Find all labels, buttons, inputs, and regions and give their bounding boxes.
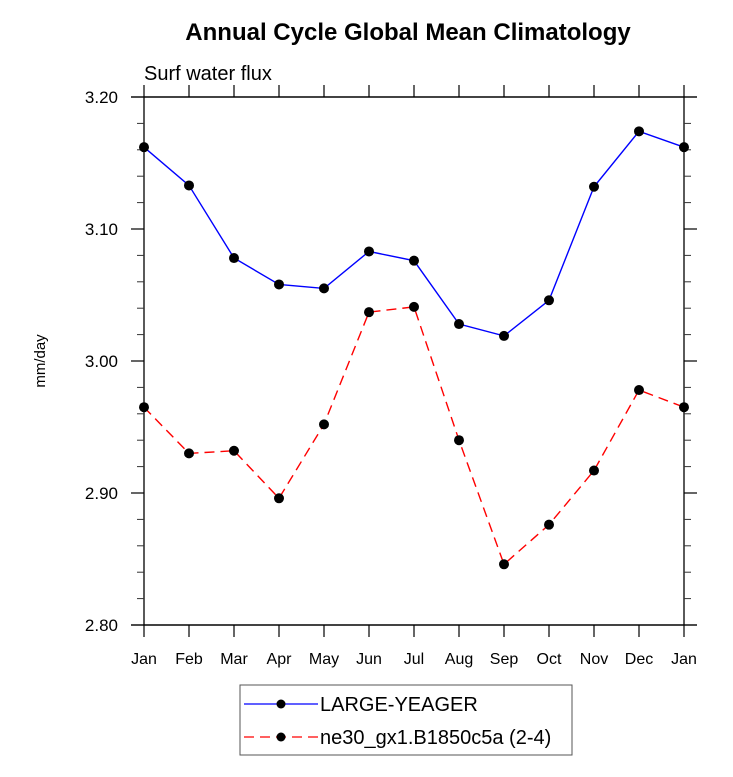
series-layer (139, 126, 689, 570)
data-point-large-yeager (454, 319, 464, 330)
data-point-ne30-gx1-b1850c5a-2-4 (499, 559, 509, 570)
y-tick-label: 3.10 (85, 220, 118, 239)
data-point-large-yeager (229, 253, 239, 264)
x-tick-label: Nov (580, 651, 608, 668)
legend-box (239, 684, 573, 756)
x-tick-label: Mar (220, 651, 248, 668)
legend-label-large-yeager: LARGE-YEAGER (320, 694, 478, 716)
series-line-ne30-gx1-b1850c5a-2-4 (143, 306, 685, 566)
x-tick-label: Dec (625, 651, 653, 668)
x-tick-label: Jun (356, 651, 382, 668)
data-point-ne30-gx1-b1850c5a-2-4 (139, 402, 149, 413)
x-tick-label: Jul (404, 651, 424, 668)
data-point-ne30-gx1-b1850c5a-2-4 (274, 493, 284, 504)
data-point-ne30-gx1-b1850c5a-2-4 (679, 402, 689, 413)
data-point-large-yeager (544, 295, 554, 306)
x-tick-label: Aug (445, 651, 473, 668)
x-tick-label: May (309, 651, 339, 668)
y-tick-label: 2.80 (85, 616, 118, 635)
data-point-large-yeager (589, 181, 599, 192)
x-tick-label: Sep (490, 651, 519, 668)
data-point-large-yeager (409, 255, 419, 266)
data-point-large-yeager (184, 180, 194, 191)
y-tick-label: 3.00 (85, 352, 118, 371)
data-point-large-yeager (139, 142, 149, 153)
data-point-large-yeager (364, 246, 374, 257)
legend: LARGE-YEAGER ne30_gx1.B1850c5a (2-4) (239, 684, 573, 756)
data-point-ne30-gx1-b1850c5a-2-4 (589, 465, 599, 476)
legend-marker-large-yeager (276, 699, 286, 709)
chart-subtitle: Surf water flux (144, 63, 272, 85)
chart-title: Annual Cycle Global Mean Climatology (185, 19, 631, 46)
data-point-ne30-gx1-b1850c5a-2-4 (634, 385, 644, 396)
data-point-ne30-gx1-b1850c5a-2-4 (229, 445, 239, 456)
data-point-ne30-gx1-b1850c5a-2-4 (409, 301, 419, 312)
data-point-large-yeager (319, 283, 329, 294)
data-point-large-yeager (679, 142, 689, 153)
data-point-ne30-gx1-b1850c5a-2-4 (319, 419, 329, 430)
x-tick-label: Oct (537, 651, 562, 668)
data-point-large-yeager (499, 330, 509, 341)
data-point-large-yeager (634, 126, 644, 137)
legend-label-ne30: ne30_gx1.B1850c5a (2-4) (320, 727, 551, 749)
legend-marker-ne30 (276, 732, 286, 742)
x-tick-label: Feb (175, 651, 203, 668)
data-point-ne30-gx1-b1850c5a-2-4 (364, 307, 374, 318)
x-tick-label: Jan (131, 651, 157, 668)
y-tick-label: 3.20 (85, 88, 118, 107)
y-axis-label: mm/day (32, 334, 49, 388)
data-point-ne30-gx1-b1850c5a-2-4 (544, 519, 554, 530)
x-tick-label: Jan (671, 651, 697, 668)
axis-ticks: Jan Feb Mar Apr May Jun Jul Aug Sep Oct Nov Dec Jan 2… (85, 85, 697, 668)
data-point-large-yeager (274, 279, 284, 290)
x-tick-label: Apr (267, 651, 293, 668)
data-point-ne30-gx1-b1850c5a-2-4 (454, 435, 464, 446)
y-tick-label: 2.90 (85, 484, 118, 503)
data-point-ne30-gx1-b1850c5a-2-4 (184, 448, 194, 459)
